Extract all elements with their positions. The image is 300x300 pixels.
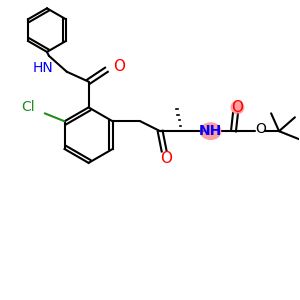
Ellipse shape — [200, 122, 222, 140]
Text: O: O — [160, 152, 172, 166]
Text: O: O — [231, 100, 243, 115]
Text: Cl: Cl — [21, 100, 35, 114]
Ellipse shape — [230, 100, 244, 114]
Text: NH: NH — [199, 124, 222, 138]
Text: O: O — [255, 122, 266, 136]
Text: O: O — [113, 59, 125, 74]
Text: HN: HN — [32, 61, 53, 75]
